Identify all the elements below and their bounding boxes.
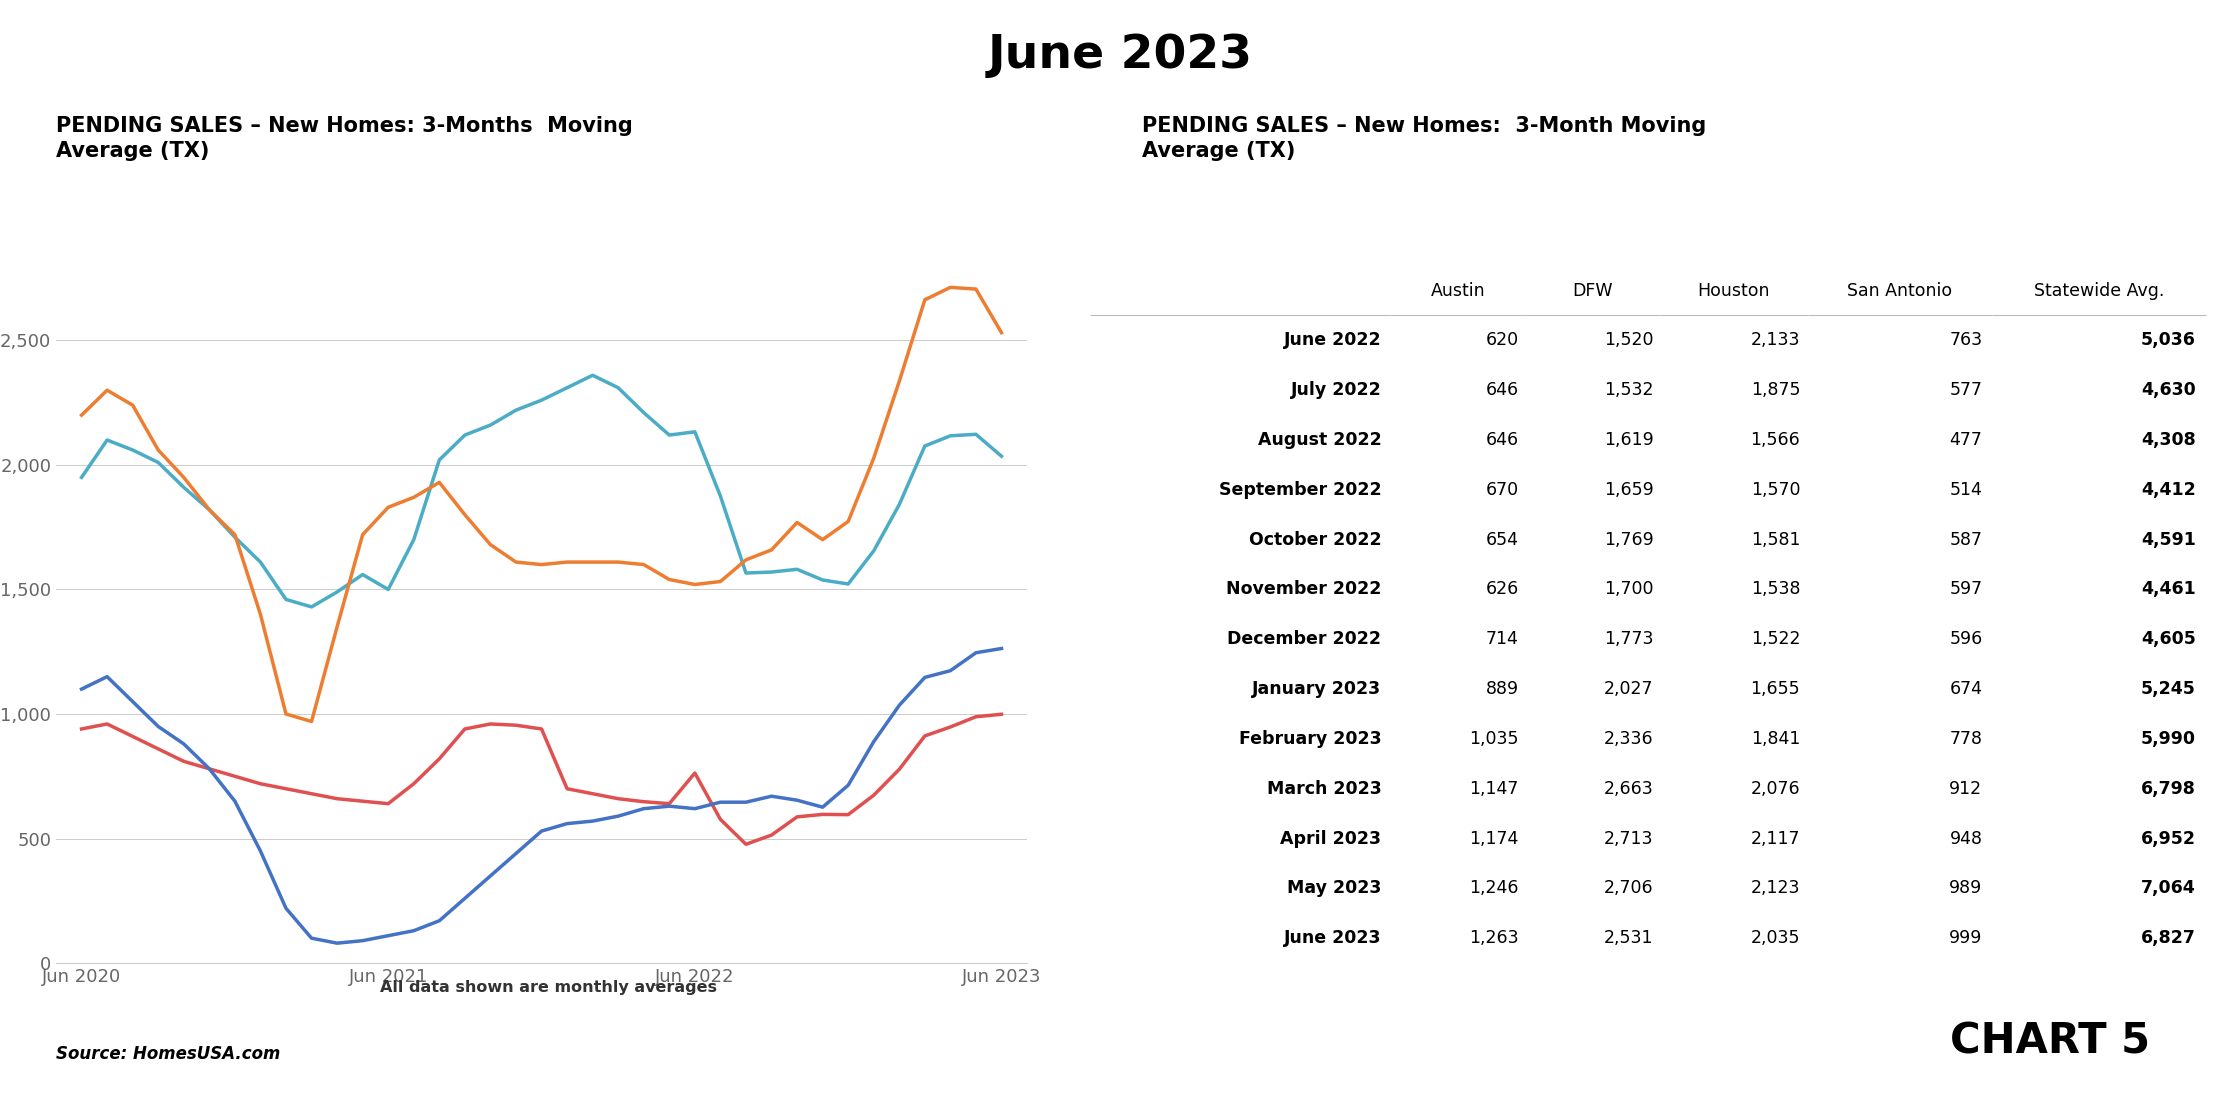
Text: CHART 5: CHART 5: [1951, 1021, 2150, 1063]
Text: PENDING SALES – New Homes: 3-Months  Moving
Average (TX): PENDING SALES – New Homes: 3-Months Movi…: [56, 116, 632, 161]
Text: Source: HomesUSA.com: Source: HomesUSA.com: [56, 1045, 280, 1063]
Text: June 2023: June 2023: [988, 33, 1252, 79]
Text: All data shown are monthly averages: All data shown are monthly averages: [381, 980, 717, 995]
Text: PENDING SALES – New Homes:  3-Month Moving
Average (TX): PENDING SALES – New Homes: 3-Month Movin…: [1142, 116, 1707, 161]
